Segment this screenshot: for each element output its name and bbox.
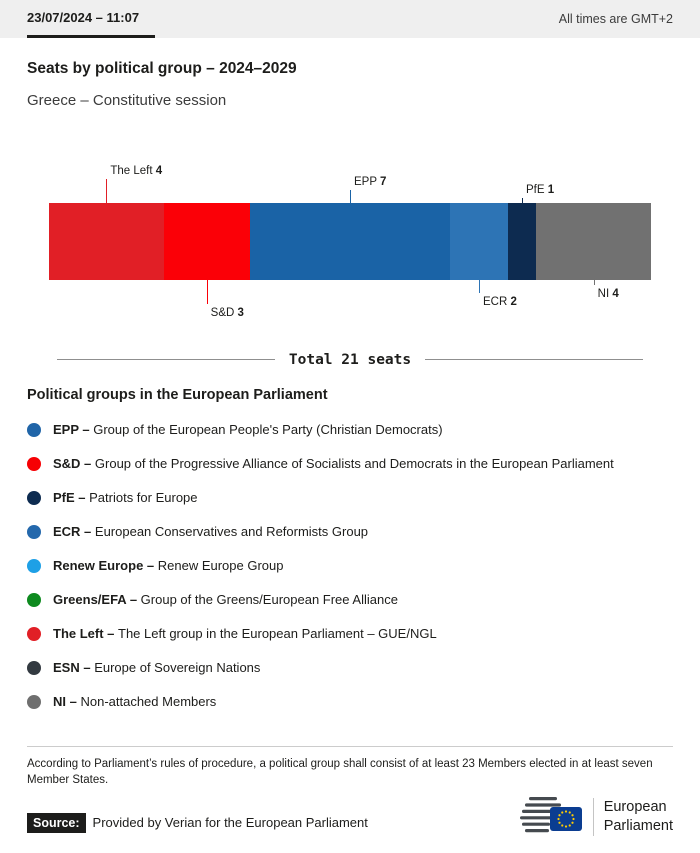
- legend-item-greens-efa: Greens/EFA – Group of the Greens/Europea…: [27, 591, 673, 608]
- total-row: Total 21 seats: [57, 350, 643, 369]
- timezone-note: All times are GMT+2: [558, 12, 673, 26]
- legend-text-esn: ESN – Europe of Sovereign Nations: [53, 659, 261, 675]
- footnote-divider: [27, 746, 673, 747]
- stacked-bar: [49, 203, 651, 280]
- bar-segment-epp: [249, 203, 451, 280]
- legend-text-ni: NI – Non-attached Members: [53, 693, 217, 709]
- european-parliament-logo: European Parliament: [519, 795, 673, 839]
- total-rule-right: [425, 359, 643, 360]
- segment-label-ecr: ECR 2: [479, 280, 517, 308]
- ep-logo-wordmark: European Parliament: [592, 798, 673, 836]
- ep-hemicycle-flag-icon: [519, 797, 582, 833]
- legend-text-the-left: The Left – The Left group in the Europea…: [53, 625, 437, 641]
- segment-label-epp: EPP 7: [350, 176, 386, 203]
- ep-logo-line2: Parliament: [603, 818, 673, 834]
- datetime-label: 23/07/2024 – 11:07: [27, 0, 156, 38]
- legend-item-ecr: ECR – European Conservatives and Reformi…: [27, 523, 673, 540]
- legend-item-ni: NI – Non-attached Members: [27, 693, 673, 710]
- legend-item-pfe: PfE – Patriots for Europe: [27, 489, 673, 506]
- segment-label-s-d: S&D 3: [206, 280, 244, 319]
- legend-text-epp: EPP – Group of the European People's Par…: [53, 421, 443, 437]
- legend-dot-s-d: [27, 456, 41, 471]
- legend-text-greens-efa: Greens/EFA – Group of the Greens/Europea…: [53, 591, 398, 607]
- legend-text-renew-europe: Renew Europe – Renew Europe Group: [53, 557, 284, 573]
- bar-segment-the-left: [49, 203, 164, 280]
- page-subtitle: Greece – Constitutive session: [27, 92, 227, 109]
- bar-segment-s-d: [163, 203, 250, 280]
- bar-segment-ni: [536, 203, 651, 280]
- segment-label-text-epp: EPP 7: [354, 176, 387, 188]
- ep-logo-line1: European: [603, 799, 667, 816]
- title-block: Seats by political group – 2024–2029 Gre…: [27, 59, 673, 110]
- segment-label-text-s-d: S&D 3: [210, 307, 244, 319]
- total-rule-left: [57, 359, 275, 360]
- legend-dot-ecr: [27, 524, 41, 539]
- segment-label-text-ni: NI 4: [597, 288, 619, 300]
- top-bar: 23/07/2024 – 11:07 All times are GMT+2: [0, 0, 700, 38]
- total-seats-label: Total 21 seats: [288, 351, 412, 368]
- legend-dot-renew-europe: [27, 558, 41, 573]
- source-line: Source: Provided by Verian for the Europe…: [27, 813, 368, 833]
- legend-dot-the-left: [27, 626, 41, 641]
- labels-above: The Left 4 EPP 7 PfE 1: [49, 163, 651, 203]
- legend-heading: Political groups in the European Parliam…: [27, 387, 328, 403]
- segment-label-text-the-left: The Left 4: [110, 165, 163, 177]
- source-label: Source:: [27, 813, 86, 833]
- bar-segment-pfe: [507, 203, 537, 280]
- segment-label-text-pfe: PfE 1: [526, 184, 555, 196]
- legend-text-ecr: ECR – European Conservatives and Reformi…: [53, 523, 369, 539]
- legend-dot-esn: [27, 660, 41, 675]
- segment-label-text-ecr: ECR 2: [483, 296, 517, 308]
- segment-label-pfe: PfE 1: [522, 184, 554, 203]
- segment-label-ni: NI 4: [593, 280, 619, 300]
- legend-text-pfe: PfE – Patriots for Europe: [53, 489, 198, 505]
- legend-dot-pfe: [27, 490, 41, 505]
- legend-item-the-left: The Left – The Left group in the Europea…: [27, 625, 673, 642]
- labels-below: S&D 3 ECR 2 NI 4: [49, 280, 651, 319]
- legend-item-s-d: S&D – Group of the Progressive Alliance …: [27, 455, 673, 472]
- page-title: Seats by political group – 2024–2029: [27, 60, 297, 77]
- source-text: Provided by Verian for the European Parl…: [92, 815, 368, 830]
- legend-item-epp: EPP – Group of the European People's Par…: [27, 421, 673, 438]
- legend-item-esn: ESN – Europe of Sovereign Nations: [27, 659, 673, 676]
- legend-item-renew-europe: Renew Europe – Renew Europe Group: [27, 557, 673, 574]
- footnote-text: According to Parliament’s rules of proce…: [27, 758, 653, 786]
- segment-label-the-left: The Left 4: [106, 165, 162, 203]
- bar-segment-ecr: [450, 203, 508, 280]
- legend-dot-epp: [27, 422, 41, 437]
- legend-dot-greens-efa: [27, 592, 41, 607]
- legend-text-s-d: S&D – Group of the Progressive Alliance …: [53, 455, 614, 471]
- legend-list: EPP – Group of the European People's Par…: [27, 421, 673, 710]
- legend: Political groups in the European Parliam…: [27, 387, 673, 710]
- footer: Source: Provided by Verian for the Europe…: [27, 795, 673, 839]
- seats-chart: The Left 4 EPP 7 PfE 1 S&D 3 ECR 2 NI 4: [49, 163, 651, 319]
- legend-dot-ni: [27, 694, 41, 709]
